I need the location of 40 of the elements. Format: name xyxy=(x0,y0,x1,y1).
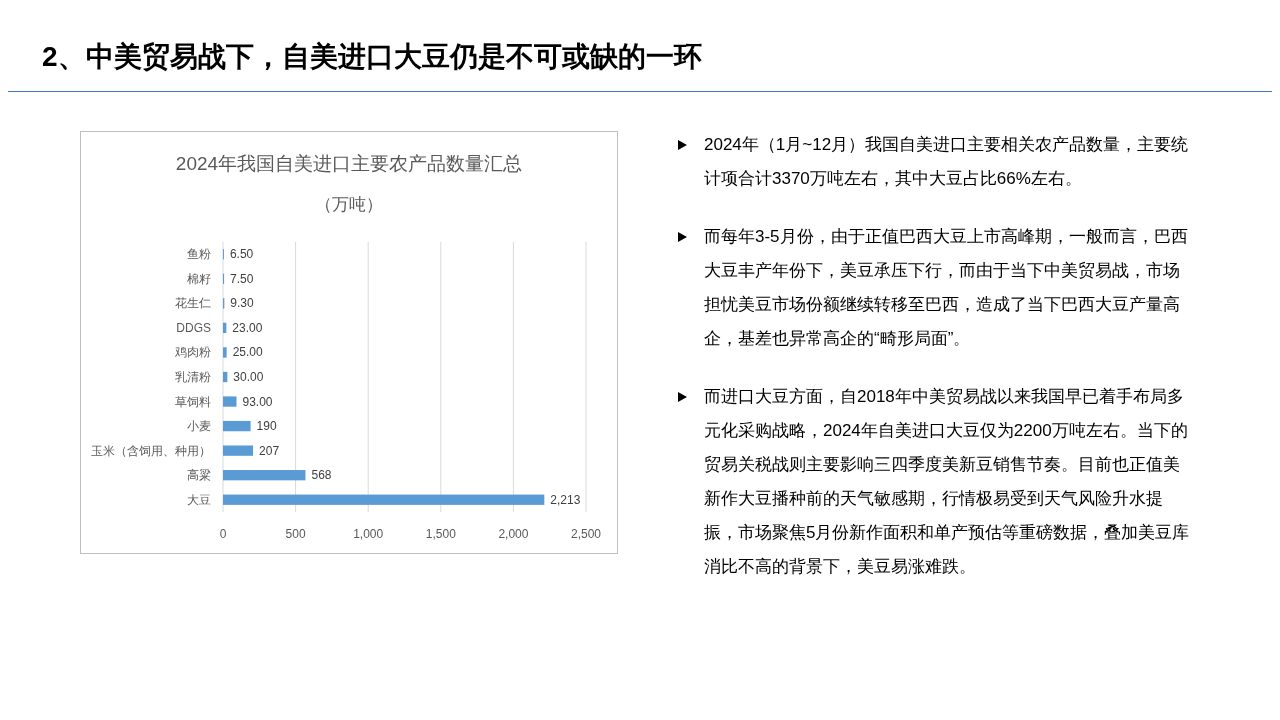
x-tick-label: 2,500 xyxy=(570,527,602,541)
y-tick-label: 乳清粉 xyxy=(175,370,211,384)
data-label: 190 xyxy=(256,419,277,434)
bar xyxy=(223,494,545,505)
chart-title: 2024年我国自美进口主要农产品数量汇总 xyxy=(175,153,523,174)
y-tick-label: 玉米（含饲用、种用） xyxy=(91,443,211,458)
y-tick-label: 大豆 xyxy=(187,492,211,507)
chart-subtitle: （万吨） xyxy=(315,195,383,214)
data-label: 25.00 xyxy=(232,345,263,360)
data-label: 30.00 xyxy=(233,370,264,384)
data-label: 9.30 xyxy=(230,296,255,311)
bar xyxy=(223,396,237,407)
y-tick-label: 棉籽 xyxy=(187,271,211,286)
y-tick-label: 鸡肉粉 xyxy=(174,345,211,360)
bar xyxy=(223,420,251,432)
text: 2024年（1月~12月）我国自美进口主要相关农产品数量，主要统计项合计3370万吨左右，其中大豆占比66%左右。 xyxy=(704,135,1189,188)
y-tick-label: 草饲料 xyxy=(175,394,211,409)
data-label: 7.50 xyxy=(230,271,254,286)
y-tick-label: 鱼粉 xyxy=(187,247,211,262)
text: 而进口大豆方面，自2018年中美贸易战以来我国早已着手布局多元化采购战略，2024年自美进口大豆仅为2200万吨左右。当下的贸易关税战则主要影响三四季度美新豆销售节奏。目前也正值美新作大豆播种前的天气敏感期，行情极易受到天气风险升水提振，市场聚焦5月份新作面积和单产预估等重磅数据，叠加美豆库消比不高的背景下，美豆易涨难跌。 xyxy=(704,387,1190,576)
data-label: 568 xyxy=(311,468,332,483)
y-tick-label: 花生仁 xyxy=(175,296,211,311)
bar xyxy=(223,347,227,358)
text: 2、中美贸易战下，自美进口大豆仍是不可或缺的一环 xyxy=(42,40,702,74)
data-label: 93.00 xyxy=(242,394,273,409)
text: 而每年3-5月份，由于正值巴西大豆上市高峰期，一般而言，巴西大豆丰产年份下，美豆承压下行，而由于当下中美贸易战，市场担忧美豆市场份额继续转移至巴西，造成了当下巴西大豆产量高企，基差也异常高企的“畸形局面”。 xyxy=(704,227,1188,348)
data-label: 2,213 xyxy=(550,492,581,507)
y-tick-label: 小麦 xyxy=(187,419,211,434)
x-tick-label: 500 xyxy=(285,527,306,541)
x-tick-label: 1,000 xyxy=(353,527,384,541)
y-tick-label: 高粱 xyxy=(187,468,211,483)
data-label: 23.00 xyxy=(232,320,263,335)
bar xyxy=(223,445,254,456)
data-label: 207 xyxy=(259,443,280,458)
data-label: 6.50 xyxy=(229,247,254,262)
x-tick-label: 1,500 xyxy=(425,527,457,541)
x-tick-label: 2,000 xyxy=(498,527,529,541)
bar xyxy=(223,470,306,481)
y-tick-label: DDGS xyxy=(176,320,211,335)
x-tick-label: 0 xyxy=(219,527,227,541)
